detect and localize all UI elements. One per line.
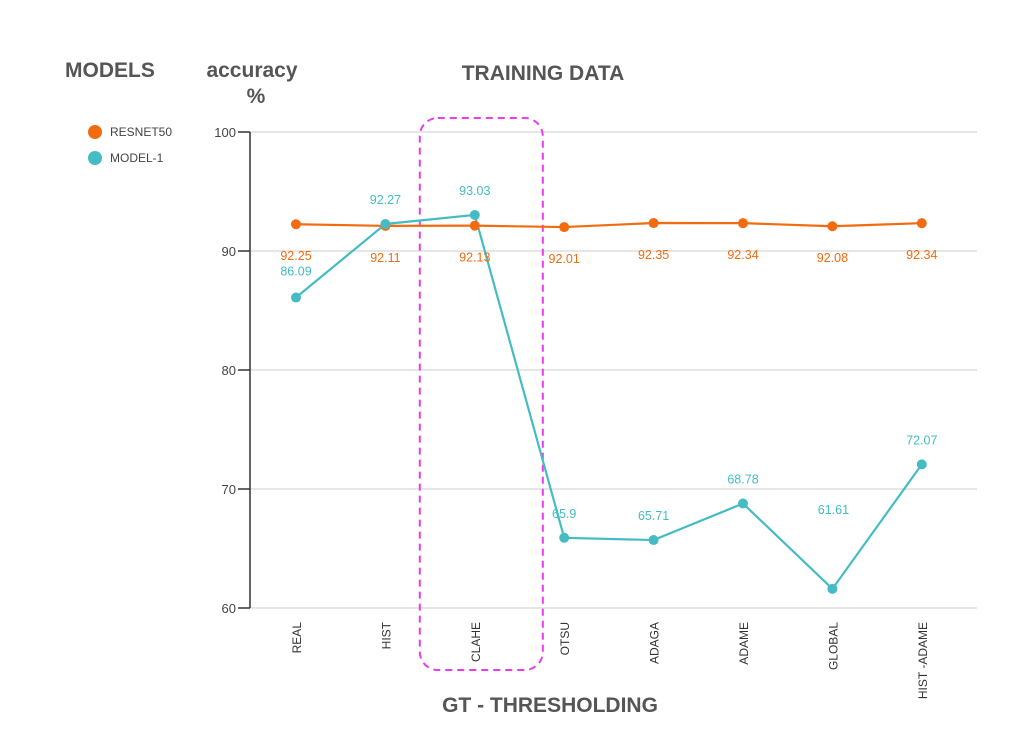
y-tick-label: 90 [222, 244, 236, 259]
data-label: 92.01 [549, 252, 580, 266]
data-point [827, 583, 838, 594]
x-tick-label: REAL [290, 622, 304, 654]
legend-title: MODELS [65, 59, 155, 82]
data-label: 92.25 [280, 249, 311, 263]
y-tick-label: 80 [222, 363, 236, 378]
y-axis-label-line2: % [247, 85, 266, 108]
legend-label: RESNET50 [110, 125, 172, 139]
data-point [380, 218, 391, 229]
legend-label: MODEL-1 [110, 151, 164, 165]
series-line-model-1 [295, 213, 923, 591]
data-point [559, 532, 570, 543]
data-point [291, 292, 301, 303]
x-tick-label: HIST [379, 621, 393, 649]
data-label: 92.34 [906, 248, 937, 262]
x-tick-label: GLOBAL [826, 622, 840, 670]
data-label: 92.08 [817, 251, 848, 265]
chart-title: TRAINING DATA [462, 62, 625, 85]
x-tick-label: HIST -ADAME [916, 622, 930, 699]
data-label: 61.61 [818, 503, 849, 517]
data-point [469, 220, 480, 231]
x-tick-label: ADAGA [648, 622, 662, 664]
x-tick-label: CLAHE [469, 622, 483, 662]
data-label: 92.13 [459, 251, 490, 265]
data-label: 86.09 [280, 265, 311, 279]
series-line-resnet50 [295, 221, 922, 229]
data-label: 93.03 [459, 184, 490, 198]
data-point [559, 222, 570, 233]
y-axis-label-line1: accuracy [206, 59, 297, 82]
data-point [469, 209, 480, 220]
data-label: 92.11 [370, 251, 400, 265]
data-point [916, 459, 927, 470]
data-point [648, 218, 659, 229]
y-tick-label: 60 [222, 601, 236, 616]
x-axis-label: GT - THRESHOLDING [442, 694, 658, 717]
data-label: 72.07 [906, 433, 937, 447]
legend-marker [88, 151, 102, 165]
data-point [916, 218, 927, 229]
data-label: 92.34 [727, 248, 758, 262]
legend-marker [88, 125, 102, 139]
data-point [738, 218, 748, 229]
highlight-box [418, 117, 544, 671]
data-label: 92.35 [638, 248, 669, 262]
data-label: 65.71 [638, 509, 669, 523]
y-tick-label: 100 [214, 125, 236, 140]
data-point [827, 221, 838, 232]
data-point [738, 498, 748, 509]
data-label: 92.27 [370, 193, 401, 207]
data-label: 65.9 [552, 507, 576, 521]
y-tick-label: 70 [222, 482, 236, 497]
data-point [648, 535, 659, 546]
x-tick-label: OTSU [558, 622, 572, 655]
x-tick-label: ADAME [737, 622, 751, 665]
data-label: 68.78 [727, 473, 758, 487]
data-point [291, 219, 301, 230]
